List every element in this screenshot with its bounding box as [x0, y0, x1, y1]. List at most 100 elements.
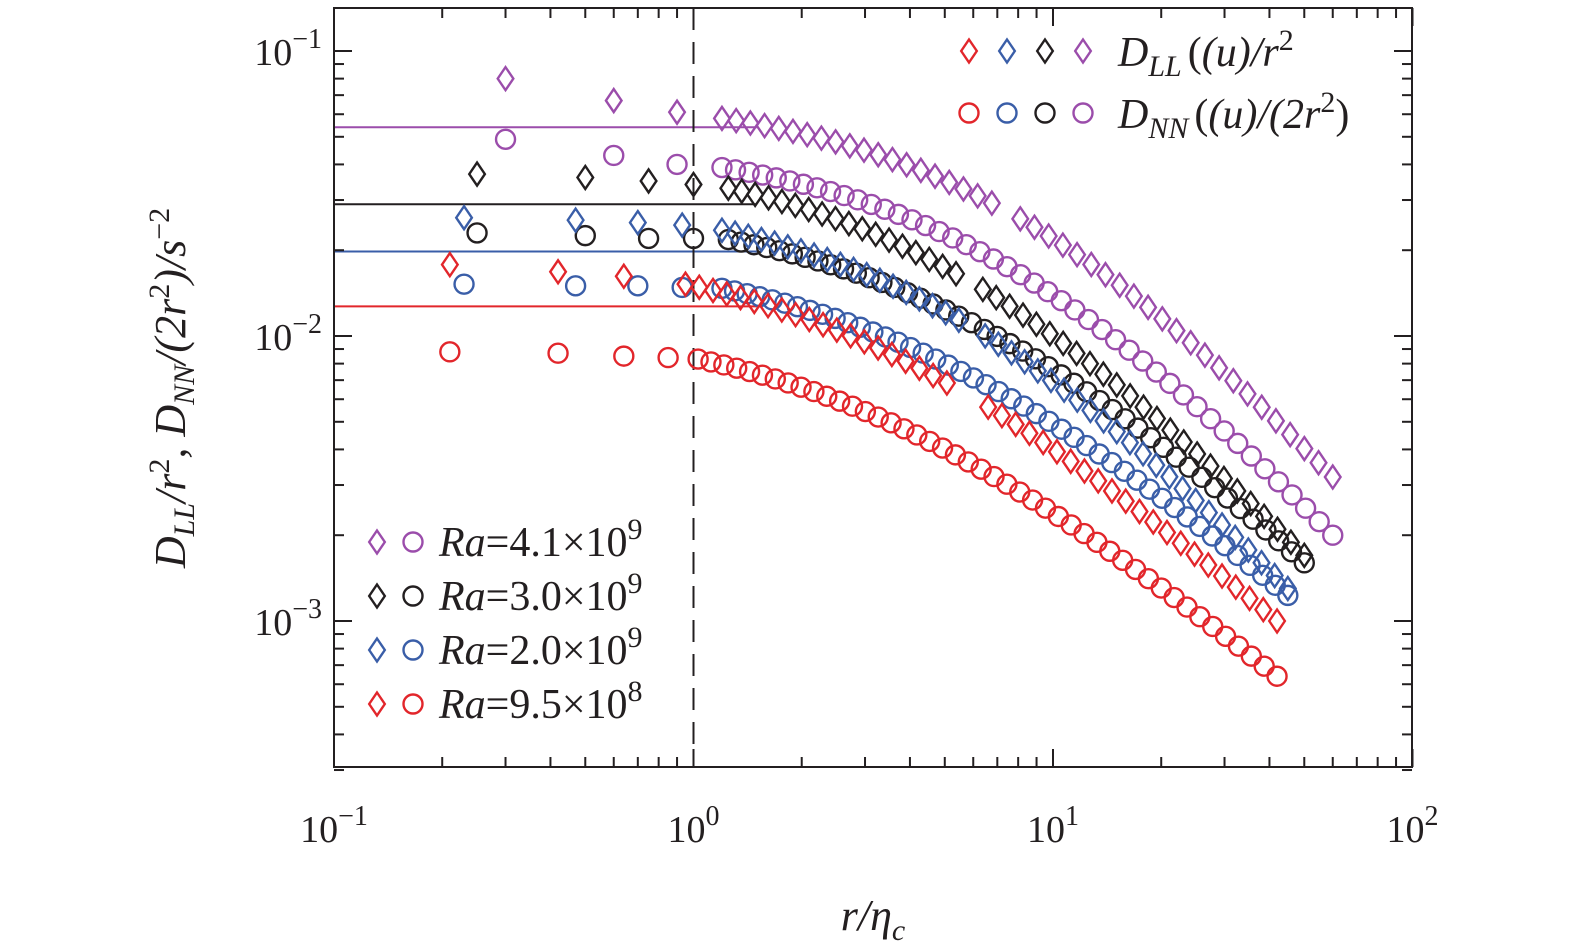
data-point-diamond: [745, 180, 765, 209]
data-point-diamond: [1147, 404, 1167, 433]
data-point-diamond: [1295, 541, 1314, 569]
x-tick-label: 101: [1027, 801, 1079, 851]
data-point-diamond: [732, 177, 752, 205]
data-point-circle: [819, 180, 842, 203]
data-point-diamond: [800, 305, 819, 334]
data-point-circle: [1124, 558, 1147, 581]
data-point-diamond: [1116, 487, 1135, 515]
data-point-circle: [1132, 350, 1154, 372]
data-point-diamond: [1027, 310, 1046, 338]
data-point-diamond: [1239, 536, 1258, 564]
data-point-diamond: [978, 393, 998, 421]
data-point-diamond: [826, 128, 845, 156]
data-point-diamond: [1010, 205, 1030, 233]
data-point-diamond: [1181, 329, 1200, 357]
data-point-diamond: [1067, 240, 1087, 269]
data-point-circle: [901, 209, 923, 231]
data-point-diamond: [840, 132, 860, 160]
data-point-diamond: [946, 260, 966, 288]
data-point-circle: [854, 400, 877, 423]
data-point-diamond: [1068, 386, 1087, 414]
data-point-diamond: [1187, 440, 1207, 468]
ra-legend-circle: [402, 585, 424, 607]
data-point-diamond: [496, 64, 515, 93]
legend-diamond-marker: [997, 37, 1017, 65]
data-point-circle: [1150, 577, 1172, 599]
data-point-circle: [666, 153, 688, 176]
data-point-circle: [1214, 625, 1237, 647]
data-point-diamond: [1226, 573, 1246, 601]
data-point-circle: [999, 332, 1021, 355]
data-point-diamond: [896, 278, 916, 307]
data-point-circle: [1023, 272, 1045, 294]
data-point-diamond: [1185, 540, 1204, 568]
data-point-circle: [1077, 308, 1100, 331]
data-point-diamond: [725, 219, 745, 247]
data-point-diamond: [817, 245, 837, 274]
data-point-circle: [1050, 289, 1072, 312]
legend-circle-marker: [1034, 102, 1056, 124]
data-point-diamond: [1209, 354, 1229, 382]
data-point-circle: [1064, 299, 1086, 321]
data-point-circle: [466, 222, 488, 244]
data-point-circle: [1013, 395, 1035, 417]
data-point-diamond: [1268, 515, 1287, 543]
data-point-diamond: [604, 86, 624, 115]
data-point-diamond: [1039, 222, 1058, 250]
data-point-diamond: [726, 107, 746, 135]
data-point-diamond: [765, 229, 784, 257]
data-point-diamond: [739, 222, 758, 250]
data-point-diamond: [1061, 447, 1080, 475]
data-point-circle: [613, 345, 635, 367]
data-point-diamond: [923, 361, 943, 390]
data-point-circle: [816, 385, 838, 407]
data-point-diamond: [975, 322, 995, 350]
data-point-diamond: [1199, 499, 1219, 527]
data-point-diamond: [954, 175, 973, 203]
data-point-circle: [1099, 540, 1121, 562]
data-point-circle: [1137, 567, 1160, 590]
data-point-diamond: [1041, 366, 1061, 395]
data-point-diamond: [883, 272, 903, 300]
data-point-circle: [962, 367, 985, 389]
data-point-circle: [637, 227, 660, 250]
data-point-circle: [1216, 487, 1239, 509]
data-point-circle: [700, 351, 722, 373]
data-point-circle: [1253, 655, 1275, 677]
data-point-circle: [1176, 596, 1198, 618]
data-point-circle: [1280, 541, 1303, 563]
marker-legend: DLL ((u)/r2 DNN ((u)/(2r2): [958, 24, 1349, 145]
data-point-diamond: [1134, 393, 1153, 421]
data-point-circle: [1293, 552, 1315, 574]
ra-legend-diamond: [367, 582, 387, 610]
data-point-diamond: [741, 109, 760, 137]
data-point-circle: [975, 373, 997, 396]
data-point-diamond: [1107, 371, 1127, 399]
data-point-circle: [960, 311, 983, 334]
data-point-circle: [1267, 471, 1290, 493]
y-tick-base: 10: [254, 317, 292, 359]
data-point-diamond: [1088, 467, 1108, 495]
data-point-diamond: [982, 189, 1002, 217]
x-tick-base: 10: [1387, 809, 1425, 851]
legend-circle-marker: [958, 102, 980, 124]
data-point-diamond: [897, 151, 916, 179]
data-point-diamond: [1167, 317, 1186, 345]
x-tick-label: 100: [668, 801, 720, 851]
data-point-diamond: [1280, 420, 1300, 449]
legend-circle-marker: [996, 102, 1018, 124]
data-point-circle: [657, 346, 679, 369]
data-point-diamond: [1160, 463, 1179, 491]
data-point-circle: [1201, 525, 1224, 547]
data-point-circle: [887, 203, 910, 226]
data-point-diamond: [870, 266, 890, 294]
data-point-diamond: [786, 191, 805, 220]
axis-ticks: [333, 8, 1414, 772]
data-point-circle: [1104, 329, 1127, 351]
data-point-diamond: [689, 273, 709, 301]
data-point-circle: [1178, 456, 1200, 478]
legend-circle-marker: [1072, 102, 1094, 124]
data-point-circle: [942, 227, 964, 249]
ra-value: =4.1×10: [486, 520, 628, 566]
data-point-circle: [973, 318, 996, 341]
